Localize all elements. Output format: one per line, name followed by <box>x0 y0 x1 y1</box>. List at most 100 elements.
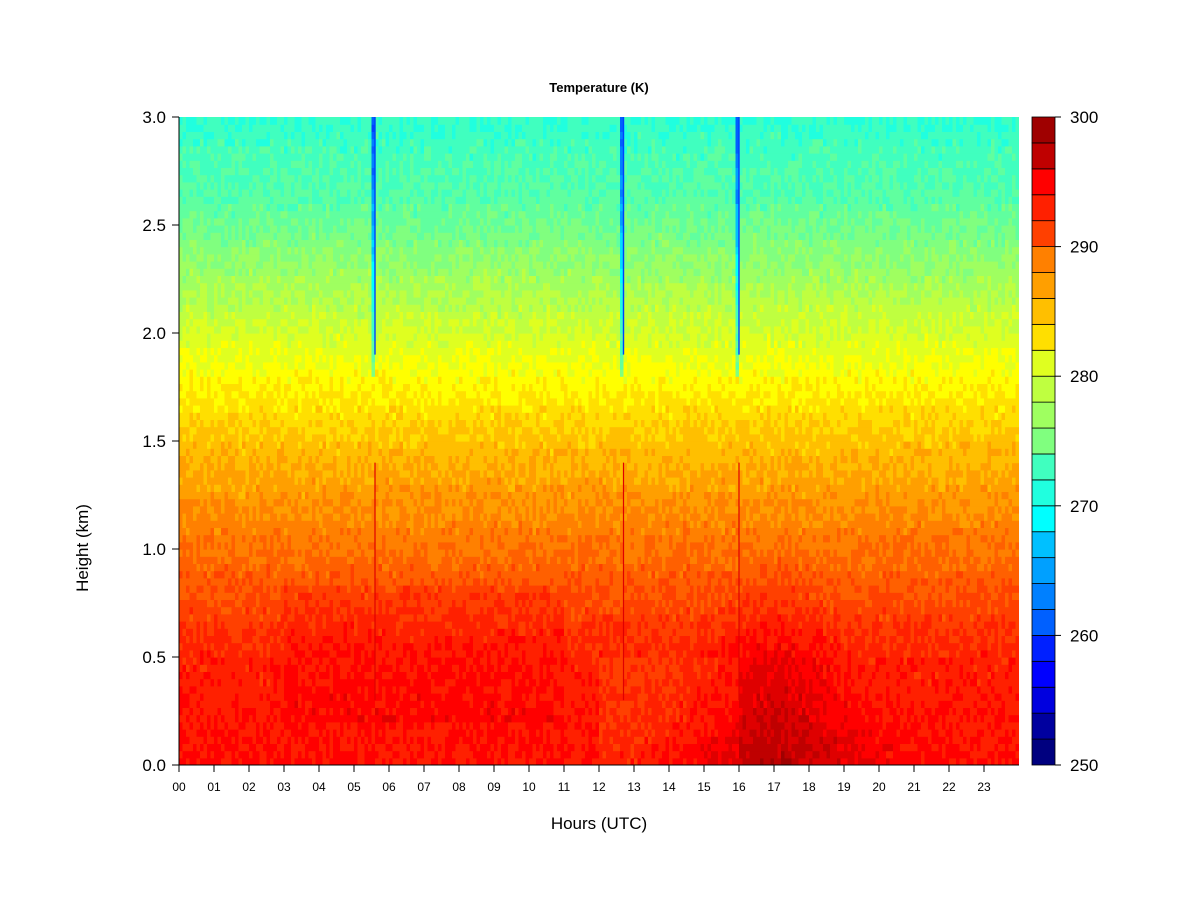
heatmap-cell <box>200 189 204 197</box>
heatmap-cell <box>354 578 358 586</box>
heatmap-cell <box>305 304 309 312</box>
heatmap-cell <box>207 743 211 751</box>
heatmap-cell <box>207 527 211 535</box>
heatmap-cell <box>284 268 288 276</box>
heatmap-cell <box>256 427 260 435</box>
heatmap-cell <box>291 693 295 701</box>
heatmap-cell <box>249 189 253 197</box>
heatmap-cell <box>228 743 232 751</box>
heatmap-cell <box>316 556 320 564</box>
heatmap-cell <box>249 621 253 629</box>
heatmap-cell <box>260 340 264 348</box>
heatmap-cell <box>235 578 239 586</box>
heatmap-cell <box>312 650 316 658</box>
heatmap-cell <box>372 434 376 442</box>
heatmap-cell <box>242 383 246 391</box>
heatmap-cell <box>323 743 327 751</box>
heatmap-cell <box>323 585 327 593</box>
heatmap-cell <box>204 225 208 233</box>
heatmap-cell <box>253 542 257 550</box>
heatmap-cell <box>197 261 201 269</box>
heatmap-cell <box>274 175 278 183</box>
heatmap-cell <box>361 549 365 557</box>
heatmap-cell <box>267 700 271 708</box>
heatmap-cell <box>274 268 278 276</box>
heatmap-cell <box>267 571 271 579</box>
heatmap-cell <box>228 182 232 190</box>
heatmap-cell <box>228 751 232 759</box>
heatmap-cell <box>246 304 250 312</box>
heatmap-cell <box>277 160 281 168</box>
heatmap-cell <box>330 434 334 442</box>
heatmap-cell <box>291 455 295 463</box>
heatmap-cell <box>312 736 316 744</box>
heatmap-cell <box>291 319 295 327</box>
heatmap-cell <box>200 643 204 651</box>
heatmap-cell <box>190 650 194 658</box>
heatmap-cell <box>225 679 229 687</box>
heatmap-cell <box>260 693 264 701</box>
heatmap-cell <box>267 139 271 147</box>
heatmap-cell <box>323 355 327 363</box>
heatmap-cell <box>326 405 330 413</box>
heatmap-cell <box>193 203 197 211</box>
heatmap-cell <box>284 499 288 507</box>
heatmap-cell <box>200 657 204 665</box>
heatmap-cell <box>344 283 348 291</box>
heatmap-cell <box>253 527 257 535</box>
heatmap-cell <box>242 232 246 240</box>
heatmap-cell <box>242 167 246 175</box>
heatmap-cell <box>260 635 264 643</box>
heatmap-cell <box>291 513 295 521</box>
heatmap-cell <box>344 297 348 305</box>
heatmap-cell <box>183 369 187 377</box>
heatmap-cell <box>246 506 250 514</box>
heatmap-cell <box>347 333 351 341</box>
heatmap-cell <box>274 700 278 708</box>
heatmap-cell <box>312 751 316 759</box>
heatmap-cell <box>340 247 344 255</box>
heatmap-cell <box>333 578 337 586</box>
heatmap-cell <box>204 247 208 255</box>
heatmap-cell <box>323 650 327 658</box>
heatmap-cell <box>305 268 309 276</box>
heatmap-cell <box>200 304 204 312</box>
heatmap-cell <box>288 211 292 219</box>
heatmap-cell <box>288 527 292 535</box>
heatmap-cell <box>337 578 341 586</box>
heatmap-cell <box>207 333 211 341</box>
heatmap-cell <box>291 657 295 665</box>
heatmap-cell <box>365 585 369 593</box>
heatmap-cell <box>253 117 257 125</box>
heatmap-cell <box>239 556 243 564</box>
heatmap-cell <box>190 297 194 305</box>
heatmap-cell <box>260 599 264 607</box>
heatmap-cell <box>218 470 222 478</box>
heatmap-cell <box>340 218 344 226</box>
heatmap-cell <box>340 131 344 139</box>
heatmap-cell <box>207 355 211 363</box>
heatmap-cell <box>239 311 243 319</box>
heatmap-cell <box>207 405 211 413</box>
heatmap-cell <box>309 484 313 492</box>
heatmap-cell <box>183 405 187 413</box>
heatmap-cell <box>358 405 362 413</box>
heatmap-cell <box>295 693 299 701</box>
heatmap-cell <box>260 715 264 723</box>
heatmap-cell <box>326 124 330 132</box>
heatmap-cell <box>347 571 351 579</box>
heatmap-cell <box>323 628 327 636</box>
heatmap-cell <box>347 671 351 679</box>
heatmap-cell <box>347 520 351 528</box>
heatmap-cell <box>197 124 201 132</box>
heatmap-cell <box>277 254 281 262</box>
heatmap-cell <box>302 196 306 204</box>
heatmap-cell <box>183 355 187 363</box>
heatmap-cell <box>368 391 372 399</box>
heatmap-cell <box>281 477 285 485</box>
heatmap-cell <box>358 340 362 348</box>
heatmap-cell <box>232 635 236 643</box>
heatmap-cell <box>186 484 190 492</box>
heatmap-cell <box>354 383 358 391</box>
heatmap-cell <box>256 347 260 355</box>
